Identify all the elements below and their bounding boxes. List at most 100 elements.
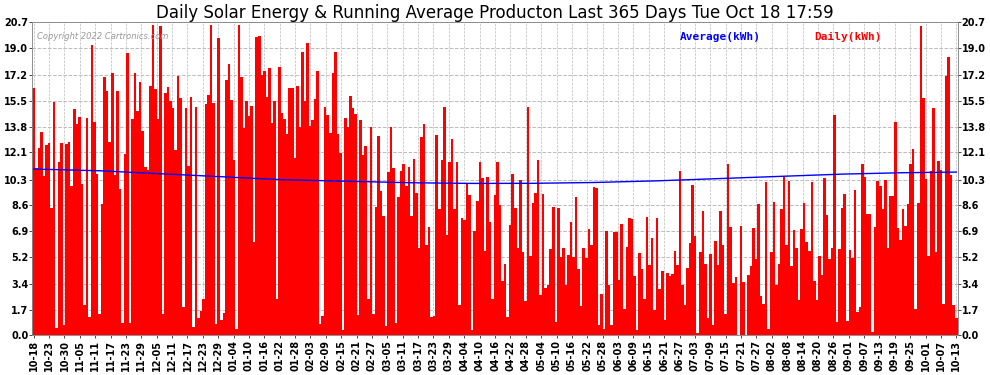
Bar (109, 142, 111, 335)
Bar (598, 325, 600, 335)
Bar (709, 254, 712, 335)
Bar (829, 258, 831, 335)
Bar (834, 115, 836, 335)
Bar (329, 133, 332, 335)
Bar (306, 43, 309, 335)
Bar (276, 298, 278, 335)
Bar (52, 102, 55, 335)
Bar (468, 195, 471, 335)
Bar (775, 285, 777, 335)
Bar (213, 103, 215, 335)
Bar (811, 182, 813, 335)
Bar (450, 140, 453, 335)
Bar (785, 245, 788, 335)
Bar (608, 285, 610, 335)
Bar (147, 170, 149, 335)
Bar (668, 276, 671, 335)
Bar (582, 248, 585, 335)
Bar (841, 208, 843, 335)
Bar (342, 330, 345, 335)
Bar (806, 242, 808, 335)
Bar (917, 203, 920, 335)
Bar (712, 326, 714, 335)
Bar (91, 45, 93, 335)
Bar (392, 168, 395, 335)
Bar (836, 322, 839, 335)
Bar (137, 111, 139, 335)
Bar (458, 304, 460, 335)
Bar (942, 304, 944, 335)
Bar (288, 88, 291, 335)
Bar (702, 211, 704, 335)
Bar (648, 265, 650, 335)
Bar (60, 143, 63, 335)
Bar (304, 101, 306, 335)
Bar (301, 52, 304, 335)
Bar (46, 145, 48, 335)
Bar (390, 128, 392, 335)
Bar (481, 178, 483, 335)
Bar (947, 57, 950, 335)
Bar (626, 247, 628, 335)
Bar (395, 322, 397, 335)
Bar (925, 178, 927, 335)
Bar (777, 264, 780, 335)
Bar (735, 277, 737, 335)
Bar (742, 282, 744, 335)
Bar (623, 309, 626, 335)
Text: Average(kWh): Average(kWh) (680, 32, 761, 42)
Bar (793, 230, 795, 335)
Bar (433, 316, 436, 335)
Bar (174, 150, 177, 335)
Bar (436, 135, 438, 335)
Bar (524, 301, 527, 335)
Text: Daily(kWh): Daily(kWh) (814, 32, 882, 42)
Bar (327, 114, 329, 335)
Bar (340, 153, 342, 335)
Bar (319, 324, 322, 335)
Bar (405, 186, 408, 335)
Bar (444, 106, 446, 335)
Bar (55, 328, 57, 335)
Bar (522, 252, 524, 335)
Bar (631, 219, 634, 335)
Bar (311, 120, 314, 335)
Bar (535, 193, 537, 335)
Bar (190, 97, 192, 335)
Bar (236, 329, 238, 335)
Bar (192, 327, 195, 335)
Bar (367, 298, 369, 335)
Bar (795, 248, 798, 335)
Bar (595, 188, 598, 335)
Bar (881, 209, 884, 335)
Bar (567, 255, 570, 335)
Bar (686, 268, 689, 335)
Bar (161, 314, 164, 335)
Bar (132, 118, 134, 335)
Bar (225, 80, 228, 335)
Bar (927, 256, 930, 335)
Bar (374, 207, 377, 335)
Bar (255, 37, 258, 335)
Bar (291, 88, 293, 335)
Bar (544, 288, 546, 335)
Bar (119, 189, 121, 335)
Bar (134, 74, 137, 335)
Text: Copyright 2022 Cartronics.com: Copyright 2022 Cartronics.com (37, 32, 168, 41)
Bar (952, 305, 955, 335)
Bar (127, 53, 129, 335)
Bar (270, 123, 273, 335)
Bar (483, 251, 486, 335)
Bar (831, 248, 834, 335)
Bar (767, 329, 770, 335)
Bar (749, 266, 752, 335)
Bar (263, 71, 265, 335)
Bar (88, 317, 91, 335)
Bar (278, 67, 281, 335)
Bar (876, 181, 879, 335)
Title: Daily Solar Energy & Running Average Producton Last 365 Days Tue Oct 18 17:59: Daily Solar Energy & Running Average Pro… (156, 4, 834, 22)
Bar (116, 91, 119, 335)
Bar (453, 209, 455, 335)
Bar (666, 273, 668, 335)
Bar (788, 181, 790, 335)
